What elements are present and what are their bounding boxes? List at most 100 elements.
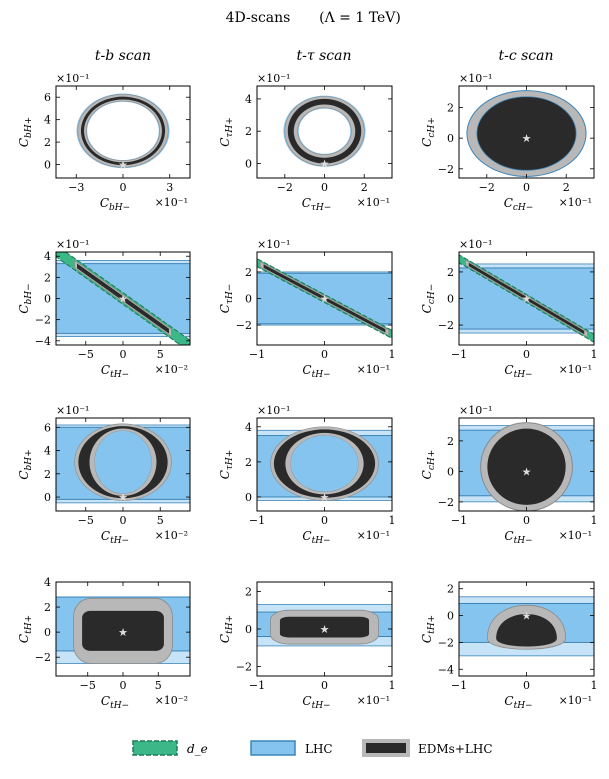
x-axis-label-sub: tH− [312, 370, 331, 380]
x-axis-multiplier: ×10⁻² [155, 694, 188, 707]
y-tick-label: 0 [44, 159, 51, 172]
x-axis-label: CtH− [302, 363, 330, 380]
best-fit-star-icon: ★ [522, 132, 532, 145]
best-fit-star-icon: ★ [320, 157, 330, 170]
y-tick-label: −2 [35, 314, 51, 327]
y-axis-multiplier: ×10⁻¹ [257, 238, 290, 251]
x-tick-label: −1 [249, 348, 265, 361]
x-tick-label: 5 [155, 679, 162, 692]
y-axis-label: CcH+ [420, 450, 437, 480]
x-axis-label: CtH− [101, 694, 129, 711]
y-axis-label: CtH+ [17, 615, 34, 643]
edm-lhc-light-ring [285, 96, 364, 165]
figure-title-param: (Λ = 1 TeV) [319, 10, 401, 26]
y-tick-label: 2 [245, 266, 252, 279]
y-axis-multiplier: ×10⁻¹ [257, 404, 290, 417]
x-axis-multiplier: ×10⁻² [155, 363, 188, 376]
y-tick-label: 2 [447, 266, 454, 279]
best-fit-star-icon: ★ [522, 465, 532, 478]
y-tick-label: 0 [44, 491, 51, 504]
y-axis-label-sub: τH− [225, 284, 235, 304]
x-tick-label: 3 [166, 181, 173, 194]
y-tick-label: 2 [245, 456, 252, 469]
y-tick-label: 2 [447, 101, 454, 114]
y-tick-label: 2 [44, 601, 51, 614]
x-axis-label: CtH− [101, 363, 129, 380]
best-fit-star-icon: ★ [118, 626, 128, 639]
x-tick-label: 0 [120, 514, 127, 527]
y-tick-label: −2 [35, 651, 51, 664]
best-fit-star-icon: ★ [118, 293, 128, 306]
y-tick-label: −2 [438, 319, 454, 332]
x-tick-label: 5 [157, 348, 164, 361]
x-axis-multiplier: ×10⁻¹ [357, 694, 390, 707]
best-fit-star-icon: ★ [118, 491, 128, 504]
x-tick-label: 2 [361, 181, 368, 194]
x-axis-label: CtH− [504, 363, 532, 380]
x-tick-label: 0 [321, 181, 328, 194]
y-tick-label: 0 [44, 293, 51, 306]
plot-area-r1c2 [283, 96, 365, 167]
y-axis-label: CτH+ [218, 117, 235, 147]
y-axis-label: CcH+ [420, 117, 437, 147]
x-tick-label: 1 [389, 348, 396, 361]
best-fit-star-icon: ★ [522, 293, 532, 306]
x-axis-multiplier: ×10⁻¹ [559, 529, 592, 542]
best-fit-star-icon: ★ [320, 623, 330, 636]
x-axis-multiplier: ×10⁻¹ [357, 196, 390, 209]
y-tick-label: −4 [35, 335, 51, 348]
y-tick-label: 0 [447, 293, 454, 306]
x-axis-label-sub: bH− [109, 203, 130, 213]
x-tick-label: 0 [120, 348, 127, 361]
y-axis-label-sub: tH+ [427, 615, 437, 634]
x-tick-label: −1 [249, 514, 265, 527]
y-axis-label-sub: τH+ [225, 450, 235, 470]
x-axis-multiplier: ×10⁻² [155, 529, 188, 542]
y-axis-multiplier: ×10⁻¹ [56, 72, 89, 85]
x-tick-label: 1 [389, 679, 396, 692]
x-axis-label: CtH− [302, 694, 330, 711]
y-tick-label: 2 [44, 271, 51, 284]
y-axis-label: CτH− [218, 284, 235, 314]
x-tick-label: −5 [78, 348, 94, 361]
y-tick-label: 2 [447, 435, 454, 448]
x-tick-label: 0 [523, 348, 530, 361]
x-tick-label: 0 [321, 514, 328, 527]
legend-swatch-de [133, 741, 177, 755]
x-axis-multiplier: ×10⁻¹ [357, 363, 390, 376]
x-axis-label-sub: cH− [513, 203, 533, 213]
edm-lhc-light-ring [78, 94, 168, 167]
y-tick-label: 0 [245, 157, 252, 170]
lhc-inner-fill [291, 436, 359, 492]
y-tick-label: 4 [245, 421, 252, 434]
plot-area-r1c1 [76, 93, 169, 168]
legend-swatch-edm [364, 741, 408, 755]
x-axis-label-sub: tH− [110, 701, 129, 711]
y-axis-label-sub: cH− [427, 284, 437, 304]
y-tick-label: 0 [245, 491, 252, 504]
y-tick-label: 0 [447, 465, 454, 478]
y-tick-label: 2 [245, 125, 252, 138]
x-tick-label: −5 [80, 679, 96, 692]
x-axis-multiplier: ×10⁻¹ [155, 196, 188, 209]
column-title-tb: t-b scan [95, 48, 151, 64]
x-axis-label-sub: tH− [514, 536, 533, 546]
y-axis-label: CbH− [17, 283, 34, 313]
x-tick-label: 1 [591, 514, 598, 527]
y-axis-label-sub: cH+ [427, 117, 437, 137]
best-fit-star-icon: ★ [320, 293, 330, 306]
best-fit-star-icon: ★ [522, 610, 532, 623]
x-axis-multiplier: ×10⁻¹ [559, 196, 592, 209]
x-axis-label-sub: tH− [514, 701, 533, 711]
